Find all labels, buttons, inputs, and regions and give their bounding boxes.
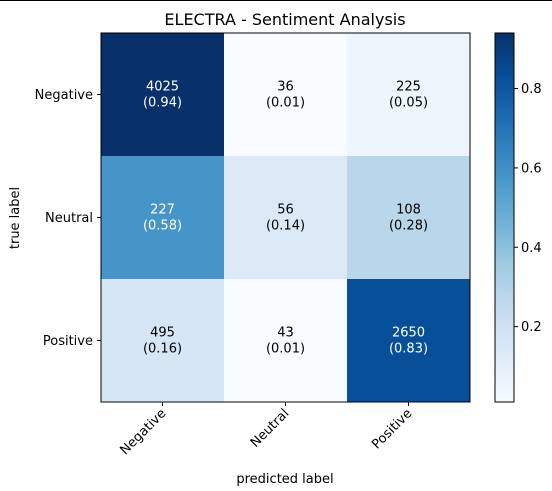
heatmap-cell [347, 33, 471, 157]
cell-value-label: 36 [277, 80, 294, 95]
heatmap-cell-labels: 4025(0.94)36(0.01)225(0.05)227(0.58)56(0… [143, 80, 428, 357]
cell-value-label: 227 [150, 203, 175, 218]
cell-value-label: (0.01) [266, 342, 305, 357]
cell-value-label: 495 [150, 326, 175, 341]
x-tick-label: Neutral [248, 406, 293, 451]
heatmap-cell [101, 279, 225, 403]
y-tick-label: Negative [35, 88, 93, 103]
heatmap-cell [224, 279, 348, 403]
y-axis: Negative Neutral Positive [35, 88, 101, 349]
x-axis-label: predicted label [236, 472, 333, 487]
y-tick-label: Neutral [45, 211, 93, 226]
heatmap-cell [224, 33, 348, 157]
heatmap-cell [101, 33, 225, 157]
cell-value-label: (0.83) [389, 342, 428, 357]
cell-value-label: 56 [277, 203, 294, 218]
cell-value-label: (0.16) [143, 342, 182, 357]
cell-value-label: (0.05) [389, 96, 428, 111]
y-tick-label: Positive [43, 334, 93, 349]
heatmap-cell [347, 156, 471, 280]
cell-value-label: 108 [396, 203, 421, 218]
colorbar-tick-label: 0.8 [521, 82, 542, 97]
colorbar-tick-label: 0.2 [521, 320, 542, 335]
cell-value-label: (0.28) [389, 219, 428, 234]
cell-value-label: 4025 [146, 80, 179, 95]
x-tick-label: Negative [117, 406, 169, 458]
heatmap-cell [347, 279, 471, 403]
cell-value-label: 43 [277, 326, 294, 341]
y-axis-label: true label [8, 187, 23, 249]
colorbar-tick-label: 0.6 [521, 161, 542, 176]
colorbar [494, 32, 515, 403]
cell-value-label: (0.58) [143, 219, 182, 234]
heatmap-cells [101, 33, 471, 403]
cell-value-label: (0.14) [266, 219, 305, 234]
colorbar-axis: 0.2 0.4 0.6 0.8 [514, 82, 542, 335]
colorbar-tick-label: 0.4 [521, 241, 542, 256]
cell-value-label: (0.01) [266, 96, 305, 111]
heatmap-cell [224, 156, 348, 280]
x-axis: Negative Neutral Positive [117, 402, 415, 458]
cell-value-label: 225 [396, 80, 421, 95]
window-top-border [0, 0, 552, 1]
heatmap-cell [101, 156, 225, 280]
x-tick-label: Positive [369, 406, 415, 452]
cell-value-label: 2650 [392, 326, 425, 341]
cell-value-label: (0.94) [143, 96, 182, 111]
chart-title: ELECTRA - Sentiment Analysis [164, 10, 405, 29]
